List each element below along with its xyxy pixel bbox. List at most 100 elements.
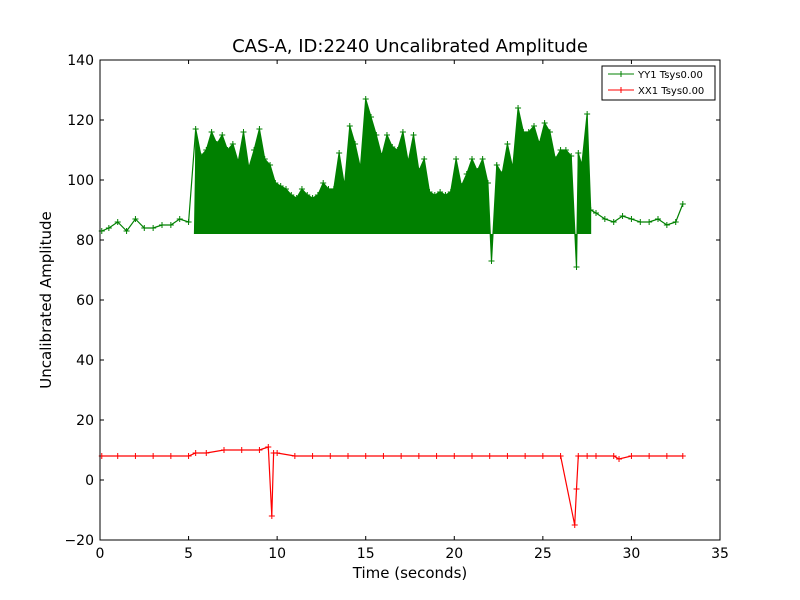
data-point (192, 126, 199, 132)
data-point (584, 453, 591, 459)
data-point (309, 453, 316, 459)
data-point (208, 129, 215, 135)
data-point (304, 192, 311, 198)
data-point (499, 171, 506, 177)
data-point (150, 225, 157, 231)
data-point (463, 171, 470, 177)
data-point (238, 447, 245, 453)
data-point (536, 141, 543, 147)
data-point (593, 453, 599, 459)
data-point (114, 453, 121, 459)
data-point (399, 129, 406, 135)
data-point (486, 453, 493, 459)
data-point (132, 216, 139, 222)
data-point (373, 132, 380, 138)
data-point (141, 225, 148, 231)
y-tick-label: 0 (85, 473, 94, 489)
data-point (571, 522, 578, 528)
data-point (672, 219, 679, 225)
data-point (573, 486, 580, 492)
data-point (637, 219, 644, 225)
series-band (193, 99, 591, 267)
x-tick-label: 20 (445, 546, 463, 562)
data-point (192, 450, 199, 456)
data-point (362, 453, 369, 459)
data-point (298, 186, 305, 192)
data-point (525, 129, 532, 135)
data-point (493, 162, 500, 168)
data-point (442, 192, 449, 198)
data-point (383, 132, 390, 138)
data-point (150, 453, 157, 459)
data-point (469, 453, 475, 459)
data-point (655, 216, 661, 222)
data-point (520, 129, 527, 135)
x-tick-label: 30 (623, 546, 641, 562)
legend-label-yy1: YY1 Tsys0.00 (637, 70, 703, 81)
data-point (421, 156, 428, 162)
data-point (557, 147, 564, 153)
x-tick-label: 35 (711, 546, 729, 562)
data-point (437, 189, 444, 195)
data-point (283, 186, 289, 192)
series-0 (98, 96, 686, 270)
plot-area (100, 60, 720, 540)
data-point (240, 129, 247, 135)
data-point (357, 165, 364, 171)
data-point (352, 141, 359, 147)
data-point (288, 192, 295, 198)
data-point (256, 126, 263, 132)
data-point (261, 156, 268, 162)
data-point (646, 453, 653, 459)
data-point (557, 453, 564, 459)
data-point (327, 453, 334, 459)
data-point (272, 180, 279, 186)
data-point (573, 264, 580, 270)
data-point (458, 183, 465, 189)
data-point (593, 210, 599, 216)
data-point (628, 216, 635, 222)
data-point (325, 186, 332, 192)
data-point (601, 216, 608, 222)
data-point (291, 453, 298, 459)
legend-marker (618, 87, 624, 93)
data-point (584, 111, 591, 117)
y-tick-label: 120 (67, 113, 94, 129)
data-point (346, 123, 353, 129)
x-tick-label: 15 (357, 546, 375, 562)
data-point (479, 156, 486, 162)
y-axis-label: Uncalibrated Amplitude (37, 211, 55, 388)
data-point (587, 207, 594, 213)
data-point (167, 222, 174, 228)
data-point (219, 132, 226, 138)
data-point (256, 447, 263, 453)
data-point (320, 180, 327, 186)
data-point (431, 192, 438, 198)
data-point (167, 453, 174, 459)
y-tick-label: 40 (76, 353, 94, 369)
chart-title: CAS-A, ID:2240 Uncalibrated Amplitude (232, 36, 588, 57)
data-point (405, 159, 412, 165)
data-point (224, 147, 231, 153)
data-point (123, 228, 130, 234)
data-point (539, 453, 546, 459)
data-point (235, 159, 242, 165)
data-point (663, 453, 670, 459)
data-point (663, 222, 670, 228)
data-point (426, 189, 433, 195)
legend: YY1 Tsys0.00 XX1 Tsys0.00 (601, 65, 716, 101)
data-point (105, 225, 112, 231)
data-point (451, 453, 458, 459)
data-point (251, 147, 258, 153)
data-point (293, 195, 300, 201)
data-point (433, 453, 440, 459)
data-point (368, 114, 375, 120)
data-point (552, 156, 559, 162)
data-point (389, 144, 396, 150)
data-point (546, 129, 553, 135)
data-point (221, 447, 227, 453)
data-point (213, 141, 220, 147)
data-point (568, 153, 575, 159)
data-point (197, 153, 204, 159)
